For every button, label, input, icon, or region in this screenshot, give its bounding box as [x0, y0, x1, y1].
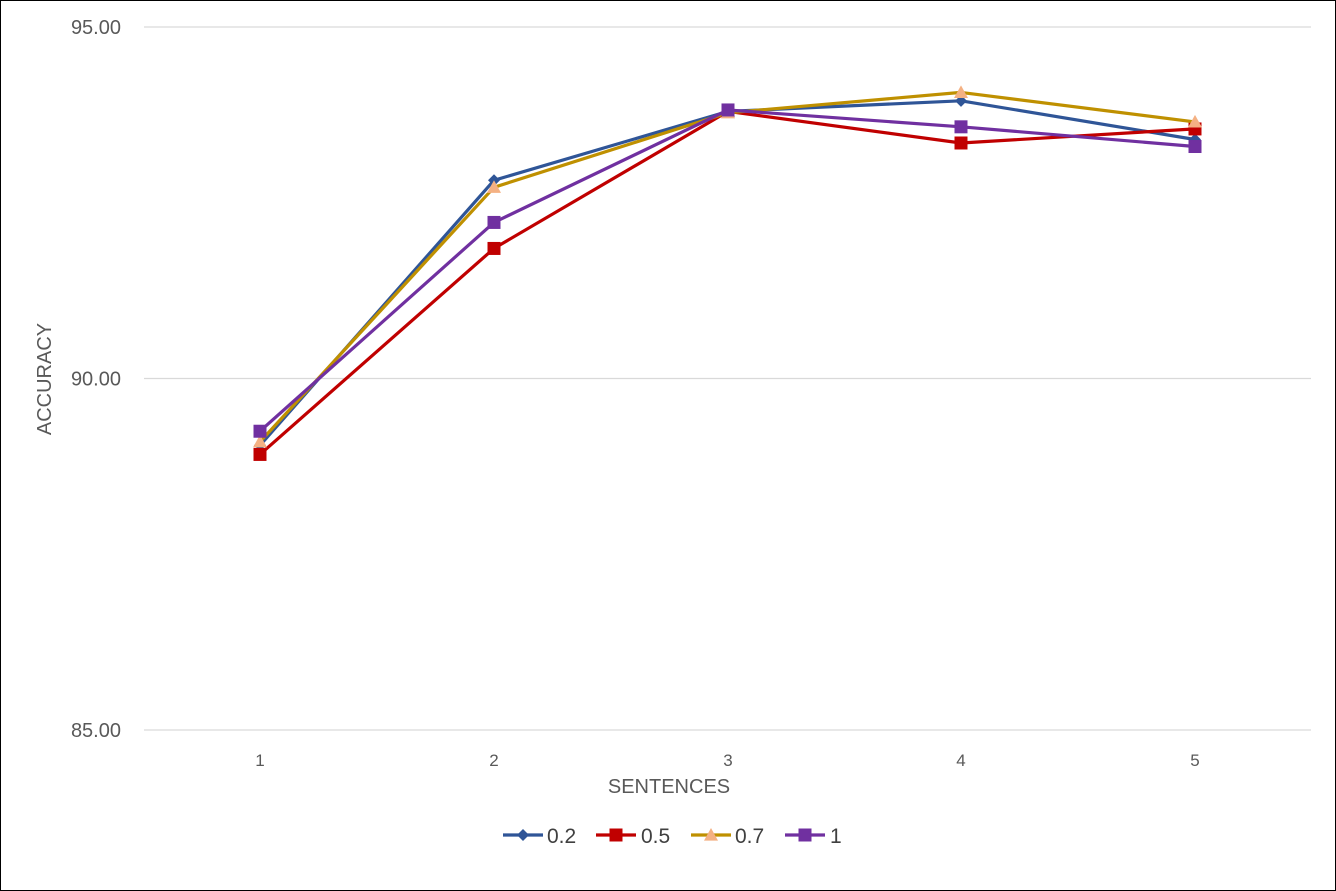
legend-item: 0.2 — [503, 825, 576, 848]
series-lines — [253, 85, 1202, 461]
data-point — [487, 215, 501, 229]
series-line — [258, 109, 1197, 456]
y-axis-ticks: 85.00 90.00 95.00 — [71, 17, 121, 742]
data-point — [487, 241, 501, 255]
y-tick-label: 85.00 — [71, 720, 121, 742]
series-0.2 — [254, 94, 1201, 452]
x-axis-title: SENTENCES — [608, 776, 730, 798]
data-point — [253, 447, 267, 461]
legend-label: 0.2 — [547, 825, 576, 848]
legend-item: 1 — [785, 825, 842, 848]
x-tick-label: 2 — [489, 751, 498, 770]
data-point — [488, 174, 500, 187]
legend-swatch-marker — [517, 829, 529, 841]
legend-swatch-marker — [704, 828, 718, 841]
data-point — [1188, 140, 1202, 154]
x-tick-label: 4 — [956, 751, 965, 770]
data-point — [954, 136, 968, 150]
data-point — [253, 434, 267, 448]
legend-label: 0.7 — [735, 825, 764, 848]
series-line — [258, 108, 1197, 433]
legend-swatch-marker — [609, 828, 623, 842]
series-1 — [253, 103, 1202, 438]
y-tick-label: 95.00 — [71, 17, 121, 39]
data-point — [253, 424, 267, 438]
series-line — [258, 90, 1197, 444]
series-0.7 — [253, 85, 1202, 448]
data-point — [721, 103, 735, 117]
x-tick-label: 5 — [1190, 751, 1199, 770]
y-axis-title: ACCURACY — [34, 323, 56, 435]
data-point — [487, 180, 501, 193]
data-point — [954, 120, 968, 134]
gridlines — [144, 26, 1311, 731]
legend-label: 1 — [830, 825, 842, 848]
series-line — [258, 99, 1197, 447]
data-point — [954, 85, 968, 98]
legend-item: 0.5 — [596, 825, 670, 848]
x-tick-label: 3 — [723, 751, 732, 770]
legend: 0.2 0.5 0.7 1 — [503, 825, 842, 848]
y-tick-label: 90.00 — [71, 369, 121, 391]
x-tick-label: 1 — [255, 751, 264, 770]
legend-swatch-marker — [798, 828, 812, 842]
series-0.5 — [253, 104, 1202, 461]
legend-label: 0.5 — [641, 825, 670, 848]
legend-item: 0.7 — [691, 825, 764, 848]
x-axis-ticks: 1 2 3 4 5 — [255, 751, 1199, 770]
data-point — [1188, 114, 1202, 128]
